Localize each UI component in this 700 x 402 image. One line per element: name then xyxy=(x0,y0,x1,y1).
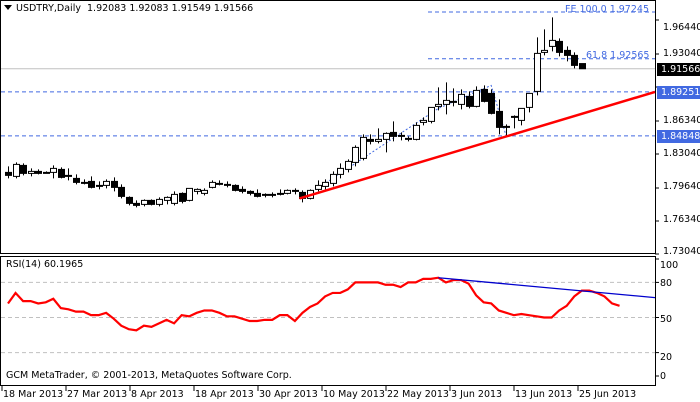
time-tick: 18 Mar 2013 xyxy=(3,389,64,400)
time-tick: 10 May 2013 xyxy=(323,389,385,400)
time-tick: 25 Jun 2013 xyxy=(579,389,637,400)
chart-header[interactable]: USDTRY,Daily 1.92083 1.92083 1.91549 1.9… xyxy=(4,3,253,14)
level-label-2: 1.84848 xyxy=(657,130,700,143)
rsi-tick: 100 xyxy=(660,260,679,271)
time-tick: 3 Jun 2013 xyxy=(451,389,503,400)
current-price-label: 1.91566 xyxy=(657,63,700,76)
price-tick: 1.86340 xyxy=(663,115,700,126)
symbol-timeframe: USDTRY,Daily xyxy=(16,3,81,14)
time-tick: 27 Mar 2013 xyxy=(67,389,128,400)
rsi-tick: 50 xyxy=(660,314,673,325)
rsi-tick: 80 xyxy=(660,278,673,289)
price-tick: 1.79640 xyxy=(663,181,700,192)
price-tick: 1.76340 xyxy=(663,214,700,225)
time-tick: 18 Apr 2013 xyxy=(195,389,254,400)
time-tick: 13 Jun 2013 xyxy=(515,389,573,400)
level-label-1: 1.89251 xyxy=(657,86,700,99)
time-tick: 30 Apr 2013 xyxy=(259,389,318,400)
fe100-label: FE 100.0 1.97245 xyxy=(565,4,649,15)
chevron-down-icon[interactable] xyxy=(4,5,12,10)
copyright-text: GCM MetaTrader, © 2001-2013, MetaQuotes … xyxy=(6,370,292,381)
price-tick: 1.83040 xyxy=(663,148,700,159)
time-tick: 22 May 2013 xyxy=(387,389,449,400)
price-tick: 1.96440 xyxy=(663,22,700,33)
rsi-tick: 0 xyxy=(660,371,667,382)
rsi-title: RSI(14) 60.1965 xyxy=(6,259,84,270)
price-tick: 1.93040 xyxy=(663,48,700,59)
fe618-label: 61.8 1.92565 xyxy=(586,50,650,61)
rsi-tick: 20 xyxy=(660,352,673,363)
ohlc-values: 1.92083 1.92083 1.91549 1.91566 xyxy=(87,3,254,14)
time-tick: 8 Apr 2013 xyxy=(131,389,184,400)
price-tick: 1.73040 xyxy=(663,246,700,257)
